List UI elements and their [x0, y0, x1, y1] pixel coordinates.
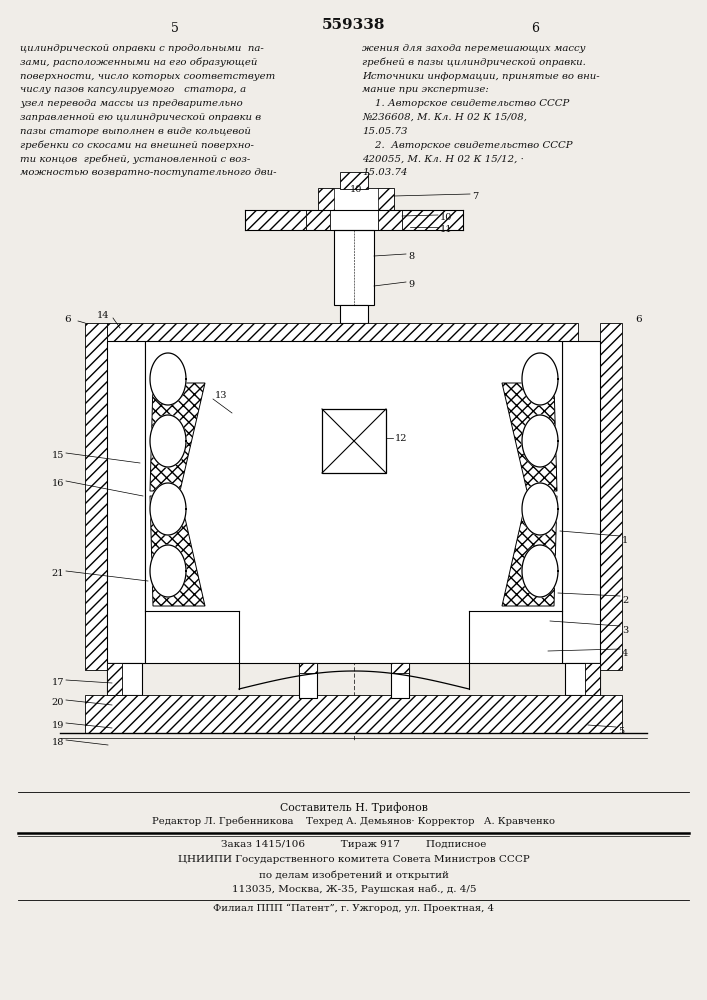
Text: 2: 2: [622, 596, 629, 605]
Bar: [378, 210, 402, 230]
Bar: [322, 409, 386, 473]
Text: ЦНИИПИ Государственного комитета Совета Министров СССР: ЦНИИПИ Государственного комитета Совета …: [178, 855, 530, 864]
Bar: [299, 663, 317, 673]
Bar: [107, 663, 122, 695]
Bar: [107, 323, 578, 341]
Text: 11: 11: [440, 225, 452, 234]
Text: 9: 9: [408, 280, 414, 289]
Text: 6: 6: [635, 315, 642, 324]
Text: узел перевода массы из предварительно: узел перевода массы из предварительно: [20, 99, 243, 108]
Bar: [334, 188, 378, 210]
Text: 559338: 559338: [322, 18, 386, 32]
Text: 2.  Авторское свидетельство СССР: 2. Авторское свидетельство СССР: [362, 141, 573, 150]
Bar: [85, 695, 622, 733]
Text: 15.03.74: 15.03.74: [362, 168, 407, 177]
Polygon shape: [150, 415, 186, 467]
Text: можностью возвратно-поступательного дви-: можностью возвратно-поступательного дви-: [20, 168, 276, 177]
Bar: [107, 663, 142, 695]
Text: 20: 20: [52, 698, 64, 707]
Text: 1: 1: [622, 536, 629, 545]
Polygon shape: [502, 383, 557, 491]
Text: 10: 10: [350, 185, 363, 194]
Text: ти концов  гребней, установленной с воз-: ти концов гребней, установленной с воз-: [20, 154, 250, 164]
Bar: [318, 188, 394, 210]
Text: 4: 4: [622, 649, 629, 658]
Polygon shape: [150, 353, 186, 405]
Text: 7: 7: [472, 192, 478, 201]
Text: 18: 18: [52, 738, 64, 747]
Text: жения для захода перемешающих массу: жения для захода перемешающих массу: [362, 44, 585, 53]
Text: 15: 15: [52, 451, 64, 460]
Text: мание при экспертизе:: мание при экспертизе:: [362, 85, 489, 94]
Text: по делам изобретений и открытий: по делам изобретений и открытий: [259, 870, 449, 880]
Text: 6: 6: [531, 22, 539, 35]
Text: 10: 10: [440, 213, 452, 222]
Text: 16: 16: [52, 479, 64, 488]
Polygon shape: [150, 545, 186, 597]
Bar: [391, 663, 409, 673]
Text: Составитель Н. Трифонов: Составитель Н. Трифонов: [280, 802, 428, 813]
Text: гребенки со скосами на внешней поверхно-: гребенки со скосами на внешней поверхно-: [20, 141, 254, 150]
Text: 17: 17: [52, 678, 64, 687]
Bar: [600, 323, 622, 670]
Text: 12: 12: [395, 434, 407, 443]
Text: поверхности, число которых соответствует: поверхности, число которых соответствует: [20, 72, 275, 81]
Text: 19: 19: [52, 721, 64, 730]
Polygon shape: [522, 483, 558, 535]
Bar: [391, 663, 409, 698]
Bar: [330, 210, 378, 230]
Polygon shape: [522, 415, 558, 467]
Text: числу пазов капсулируемого   статора, а: числу пазов капсулируемого статора, а: [20, 85, 246, 94]
Text: №236608, М. Кл. Н 02 К 15/08,: №236608, М. Кл. Н 02 К 15/08,: [362, 113, 527, 122]
Bar: [340, 172, 368, 189]
Text: заправленной ею цилиндрической оправки в: заправленной ею цилиндрической оправки в: [20, 113, 261, 122]
Polygon shape: [522, 353, 558, 405]
Bar: [340, 305, 368, 323]
Bar: [562, 341, 600, 663]
Polygon shape: [150, 496, 205, 606]
Text: 1. Авторское свидетельство СССР: 1. Авторское свидетельство СССР: [362, 99, 569, 108]
Bar: [107, 341, 145, 663]
Text: 15.05.73: 15.05.73: [362, 127, 407, 136]
Bar: [85, 323, 107, 670]
Bar: [334, 230, 374, 305]
Polygon shape: [150, 483, 186, 535]
Text: Редактор Л. Гребенникова    Техред А. Демьянов· Корректор   А. Кравченко: Редактор Л. Гребенникова Техред А. Демья…: [153, 817, 556, 826]
Text: цилиндрической оправки с продольными  па-: цилиндрической оправки с продольными па-: [20, 44, 264, 53]
Bar: [145, 341, 562, 663]
Text: 420055, М. Кл. Н 02 К 15/12, ·: 420055, М. Кл. Н 02 К 15/12, ·: [362, 154, 524, 163]
Bar: [306, 210, 402, 230]
Bar: [245, 210, 463, 230]
Polygon shape: [150, 383, 205, 491]
Text: 5: 5: [171, 22, 179, 35]
Polygon shape: [502, 496, 557, 606]
Text: Филиал ППП “Патент”, г. Ужгород, ул. Проектная, 4: Филиал ППП “Патент”, г. Ужгород, ул. Про…: [214, 904, 494, 913]
Bar: [299, 663, 317, 698]
Text: зами, расположенными на его образующей: зами, расположенными на его образующей: [20, 58, 257, 67]
Polygon shape: [522, 545, 558, 597]
Text: 6: 6: [64, 315, 71, 324]
Bar: [306, 210, 330, 230]
Text: Источники информации, принятые во вни-: Источники информации, принятые во вни-: [362, 72, 600, 81]
Bar: [565, 663, 600, 695]
Text: 13: 13: [215, 391, 228, 400]
Text: 21: 21: [52, 569, 64, 578]
Text: 5: 5: [618, 727, 624, 736]
Text: гребней в пазы цилиндрической оправки.: гребней в пазы цилиндрической оправки.: [362, 58, 586, 67]
Text: 14: 14: [97, 311, 110, 320]
Text: 113035, Москва, Ж-35, Раушская наб., д. 4/5: 113035, Москва, Ж-35, Раушская наб., д. …: [232, 885, 477, 894]
Text: Заказ 1415/106           Тираж 917        Подписное: Заказ 1415/106 Тираж 917 Подписное: [221, 840, 486, 849]
Text: пазы статоре выполнен в виде кольцевой: пазы статоре выполнен в виде кольцевой: [20, 127, 251, 136]
Text: 3: 3: [622, 626, 629, 635]
Text: 8: 8: [408, 252, 414, 261]
Bar: [585, 663, 600, 695]
